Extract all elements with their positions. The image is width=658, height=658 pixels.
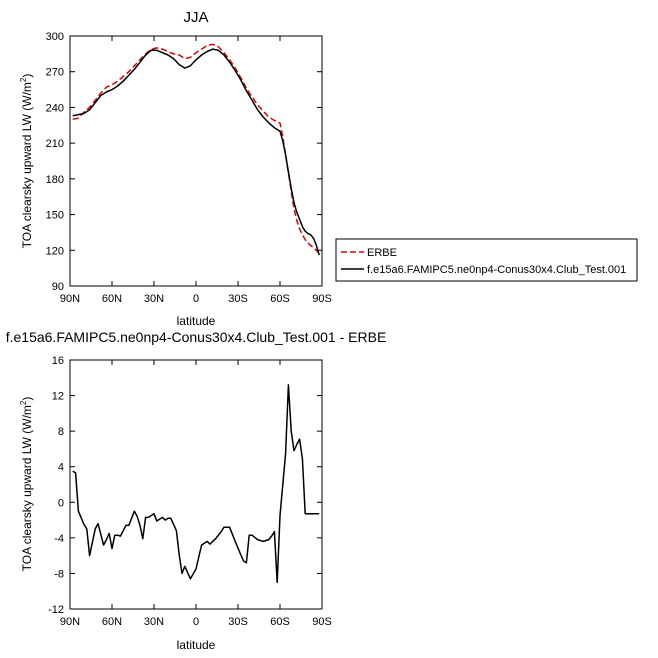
bot-x-tick-label: 60N — [102, 616, 122, 628]
top-title: JJA — [183, 9, 208, 26]
legend-label-model: f.e15a6.FAMIPC5.ne0np4-Conus30x4.Club_Te… — [367, 264, 626, 276]
top-x-tick-label: 30S — [228, 293, 248, 305]
top-y-tick-label: 120 — [46, 245, 64, 257]
top-y-tick-label: 150 — [46, 210, 64, 222]
top-panel: JJA 90 120 150 180 210 240 270 300 90N 60N 30N 0 30… — [19, 9, 638, 328]
bot-x-tick-label: 30N — [144, 616, 164, 628]
top-series — [72, 43, 320, 256]
top-y-tick-label: 300 — [46, 31, 64, 43]
top-plot-frame — [69, 35, 323, 287]
top-x-tick-label: 90S — [312, 293, 332, 305]
top-x-tick-label: 60S — [270, 293, 290, 305]
bot-x-tick-label: 90N — [60, 616, 80, 628]
top-series-line-0 — [72, 43, 320, 255]
bot-y-tick-label: 4 — [58, 462, 64, 474]
top-y-axis-label: TOA clearsky upward LW (W/m2) — [19, 74, 34, 249]
bottom-x-axis-label: latitude — [177, 638, 216, 652]
bot-x-tick-label: 90S — [312, 616, 332, 628]
bot-y-tick-label: 12 — [52, 391, 64, 403]
bot-y-tick-label: -12 — [48, 604, 64, 616]
bottom-y-axis-label: TOA clearsky upward LW (W/m2) — [19, 397, 34, 572]
bottom-y-axis: -12 -8 -4 0 4 8 12 16 — [48, 355, 322, 616]
bottom-series — [72, 384, 320, 584]
bot-x-tick-label: 0 — [193, 616, 199, 628]
bot-y-tick-label: -4 — [54, 533, 64, 545]
top-y-tick-label: 90 — [52, 281, 64, 293]
top-y-tick-label: 180 — [46, 174, 64, 186]
bot-y-tick-label: 0 — [58, 497, 64, 509]
bot-series-line-0 — [72, 384, 320, 584]
top-series-line-1 — [72, 48, 320, 256]
bottom-panel: f.e15a6.FAMIPC5.ne0np4-Conus30x4.Club_Te… — [6, 329, 387, 652]
top-x-axis: 90N 60N 30N 0 30S 60S 90S — [60, 36, 332, 305]
top-x-tick-label: 90N — [60, 293, 80, 305]
bot-x-tick-label: 60S — [270, 616, 290, 628]
bot-y-tick-label: -8 — [54, 568, 64, 580]
top-x-axis-label: latitude — [177, 314, 216, 328]
top-y-tick-label: 210 — [46, 138, 64, 150]
top-y-tick-label: 240 — [46, 102, 64, 114]
top-y-axis: 90 120 150 180 210 240 270 300 — [46, 31, 322, 293]
legend-label-erbe: ERBE — [367, 247, 397, 259]
bot-y-tick-label: 16 — [52, 355, 64, 367]
bottom-plot-frame — [69, 359, 323, 610]
bottom-title: f.e15a6.FAMIPC5.ne0np4-Conus30x4.Club_Te… — [6, 329, 387, 345]
top-x-tick-label: 30N — [144, 293, 164, 305]
top-x-tick-label: 0 — [193, 293, 199, 305]
legend: ERBE f.e15a6.FAMIPC5.ne0np4-Conus30x4.Cl… — [335, 238, 638, 282]
top-y-tick-label: 270 — [46, 67, 64, 79]
bottom-x-axis: 90N 60N 30N 0 30S 60S 90S — [60, 360, 332, 628]
top-x-tick-label: 60N — [102, 293, 122, 305]
legend-box — [335, 238, 638, 282]
bot-y-tick-label: 8 — [58, 426, 64, 438]
bot-x-tick-label: 30S — [228, 616, 248, 628]
